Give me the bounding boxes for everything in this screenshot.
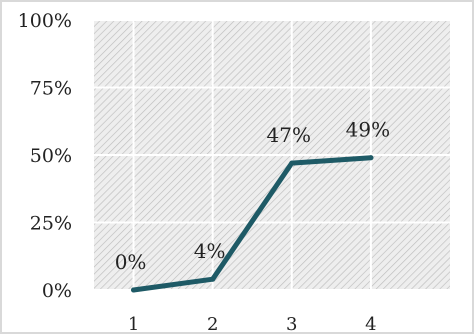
x-tick-label: 2 xyxy=(207,314,218,334)
data-label: 0% xyxy=(115,250,147,274)
gridlines xyxy=(94,19,450,291)
y-axis-tick-labels: 0% 25% 50% 75% 100% xyxy=(18,10,72,302)
y-tick-label: 0% xyxy=(42,280,72,302)
y-tick-label: 50% xyxy=(30,145,72,167)
data-point xyxy=(289,160,295,166)
x-tick-label: 3 xyxy=(286,314,297,334)
series-line xyxy=(131,155,374,293)
x-axis-tick-labels: 1 2 3 4 xyxy=(128,314,377,334)
x-tick-label: 1 xyxy=(128,314,139,334)
data-label: 47% xyxy=(267,123,311,147)
data-label: 4% xyxy=(194,239,226,263)
y-tick-label: 25% xyxy=(30,213,72,235)
data-label: 49% xyxy=(346,118,390,142)
y-tick-label: 100% xyxy=(18,10,72,32)
y-tick-label: 75% xyxy=(30,78,72,100)
data-points xyxy=(131,155,374,293)
data-labels: 0% 4% 47% 49% xyxy=(115,118,390,274)
x-tick-label: 4 xyxy=(365,314,376,334)
data-point xyxy=(368,155,374,161)
data-point xyxy=(210,276,216,282)
data-point xyxy=(131,287,137,293)
